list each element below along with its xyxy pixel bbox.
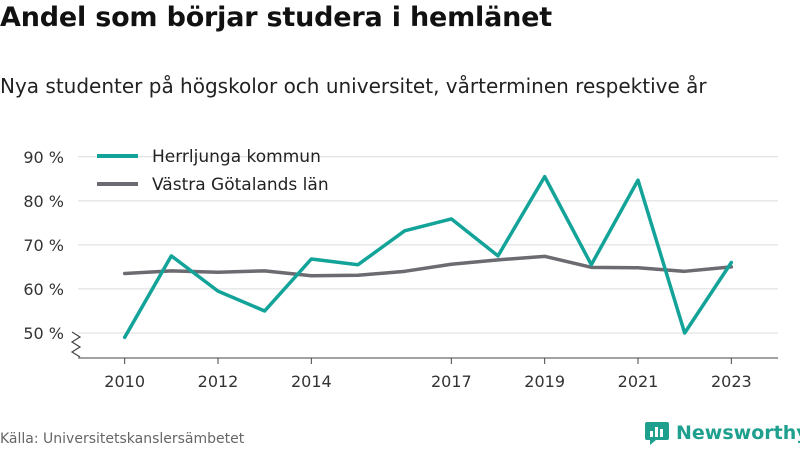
x-tick-label: 2012 (198, 372, 239, 391)
brand-name: Newsworthy (676, 422, 800, 444)
series-line-vastra-gotaland (122, 254, 734, 278)
legend-label: Herrljunga kommun (152, 147, 321, 167)
chart-subtitle: Nya studenter på högskolor och universit… (0, 74, 707, 98)
series-line-herrljunga (122, 174, 734, 340)
brand-logo: Newsworthy (644, 420, 800, 446)
x-tick-label: 2021 (618, 372, 659, 391)
newsworthy-logo-icon (645, 422, 669, 445)
legend: Herrljunga kommun Västra Götalands län (97, 147, 329, 195)
x-tick-label: 2017 (431, 372, 472, 391)
x-tick-label: 2010 (104, 372, 145, 391)
line-chart: 50 % 60 % 70 % 80 % 90 % 2010 2012 2014 2017 2019… (23, 147, 778, 391)
x-tick-label: 2023 (711, 372, 752, 391)
y-tick-label: 60 % (23, 280, 64, 299)
y-tick-label: 70 % (23, 236, 64, 255)
y-tick-label: 50 % (23, 324, 64, 343)
gridlines (78, 156, 778, 334)
series-lines (122, 174, 734, 340)
chart-title: Andel som börjar studera i hemlänet (0, 2, 552, 33)
legend-label: Västra Götalands län (152, 175, 329, 195)
source-note: Källa: Universitetskanslersämbetet (0, 431, 245, 447)
axis-break-mark (70, 331, 82, 358)
axes: 50 % 60 % 70 % 80 % 90 % 2010 2012 2014 2017 2019… (23, 148, 778, 391)
x-tick-label: 2014 (291, 372, 332, 391)
y-tick-label: 90 % (23, 148, 64, 167)
x-tick-label: 2019 (524, 372, 565, 391)
y-tick-label: 80 % (23, 192, 64, 211)
